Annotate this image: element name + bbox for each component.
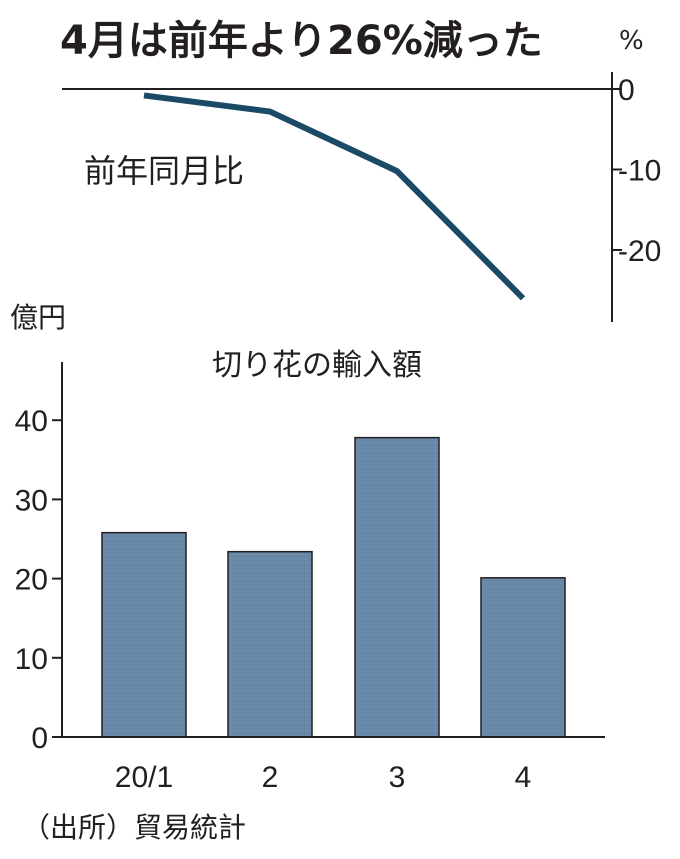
line-unit-label: % (619, 26, 644, 56)
bar-y-tick-label: 40 (15, 405, 48, 438)
bar-y-tick-label: 30 (15, 484, 48, 517)
bar-20-1 (101, 531, 187, 738)
bar-y-tick-label: 20 (15, 564, 48, 597)
bar-unit-label: 億円 (10, 301, 67, 334)
bar-x-tick-label: 3 (389, 761, 406, 794)
bar-chart-title: 切り花の輸入額 (212, 348, 422, 383)
bar-x-tick-label: 20/1 (115, 761, 173, 794)
source-note: （出所）貿易統計 (22, 811, 247, 844)
line-y-tick-label: 0 (618, 74, 635, 107)
bar-x-tick-label: 4 (515, 761, 532, 794)
bar-y-tick-label: 0 (31, 722, 48, 755)
line-y-tick-label: -10 (618, 155, 661, 188)
line-y-tick-label: -20 (618, 235, 661, 268)
bar-y-tick-label: 10 (15, 643, 48, 676)
line-series-label: 前年同月比 (84, 152, 245, 190)
chart-headline: 4月は前年より26%減った (60, 18, 543, 64)
bar-4 (480, 577, 566, 738)
bar-3 (354, 436, 440, 738)
bar-x-tick-label: 2 (262, 761, 279, 794)
line-series-yoy (143, 92, 526, 301)
bar-2 (227, 550, 313, 738)
